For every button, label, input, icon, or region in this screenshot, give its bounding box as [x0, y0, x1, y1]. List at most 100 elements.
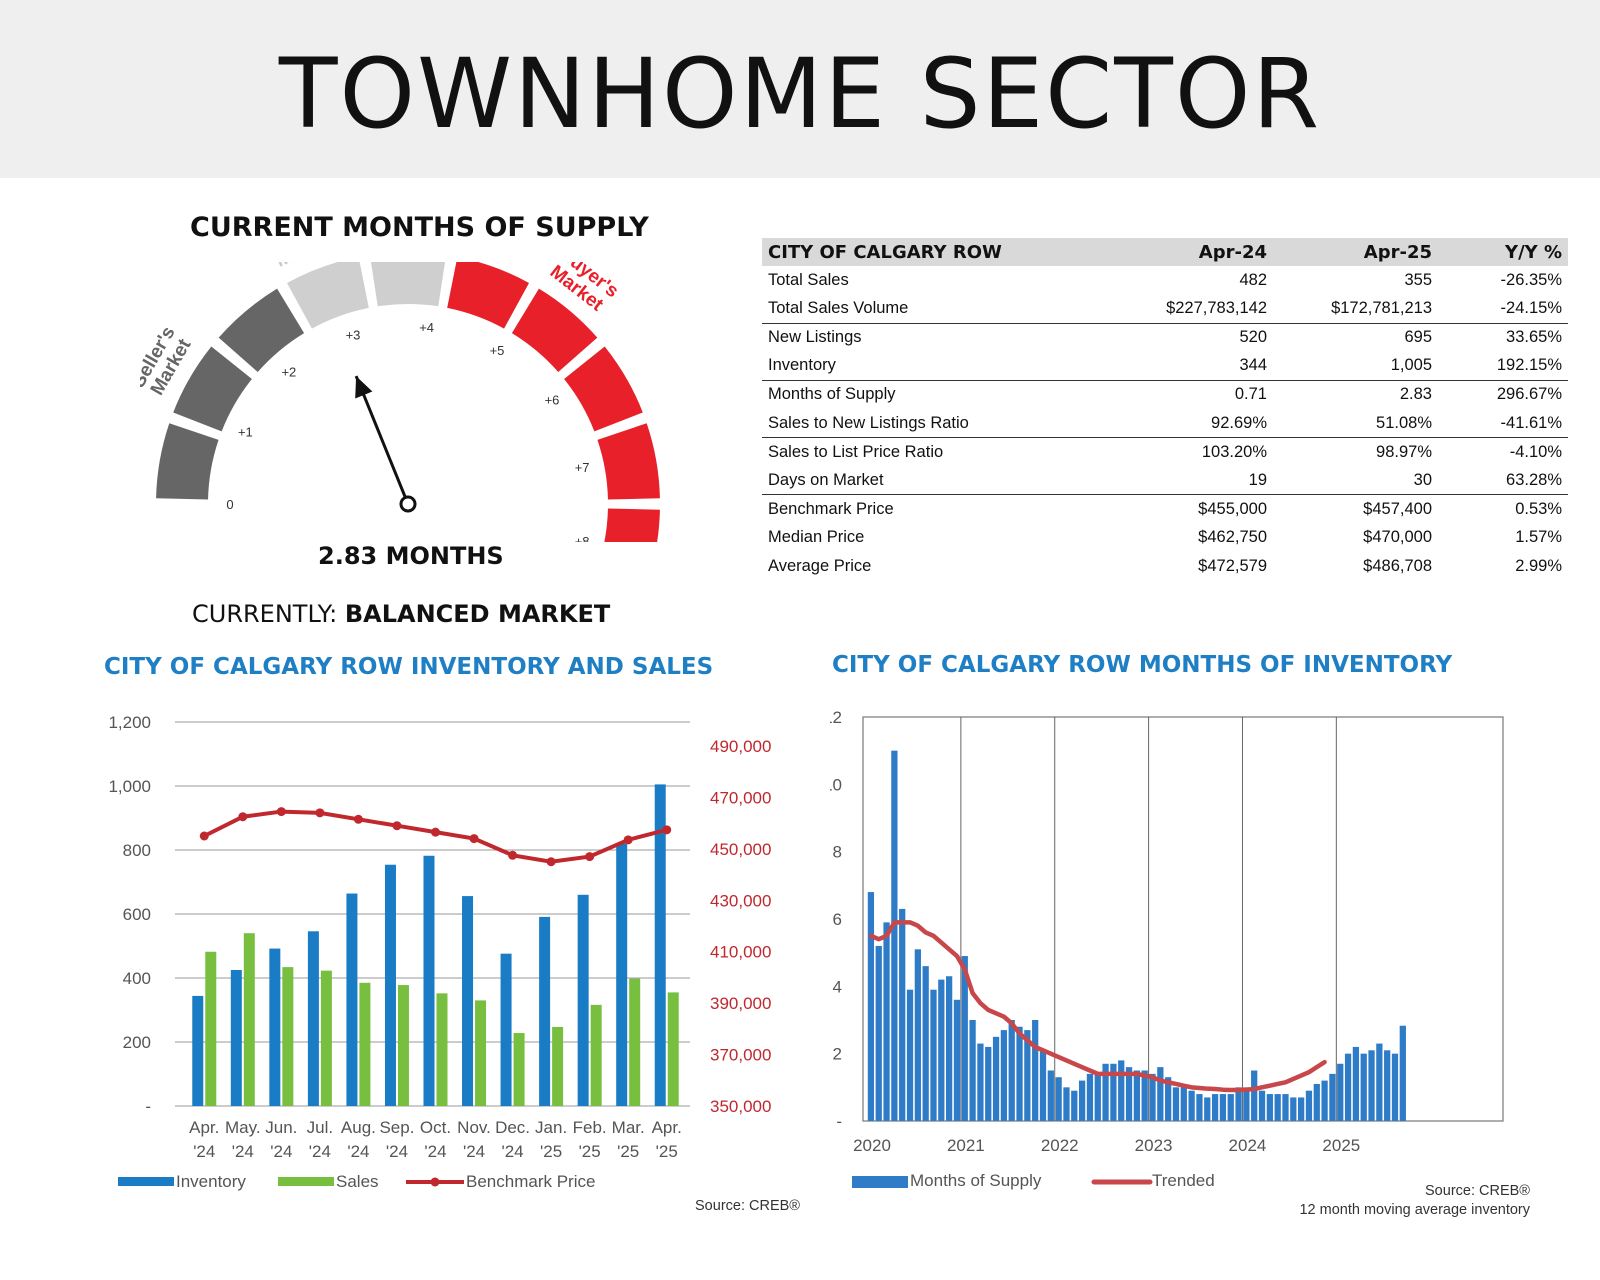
gauge-segment — [564, 346, 643, 432]
months-of-supply-bar — [1282, 1094, 1289, 1121]
months-of-inventory-chart-title: CITY OF CALGARY ROW MONTHS OF INVENTORY — [832, 652, 1453, 678]
months-of-supply-bar — [1321, 1080, 1328, 1121]
x-tick-label-year: '24 — [463, 1142, 485, 1161]
months-of-supply-bar — [1204, 1097, 1211, 1121]
months-of-supply-bar — [1266, 1094, 1273, 1121]
x-tick-label-year: '24 — [424, 1142, 446, 1161]
sales-bar — [629, 978, 641, 1106]
months-of-supply-bar — [1149, 1073, 1156, 1121]
months-of-supply-bar — [1024, 1030, 1031, 1121]
sales-bar — [359, 982, 371, 1106]
stats-row: Inventory 344 1,005 192.15% — [762, 351, 1568, 381]
benchmark-price-point — [392, 821, 402, 831]
y-tick-label: 6 — [833, 910, 842, 929]
legend-sales-label: Sales — [336, 1172, 379, 1191]
x-tick-label-year: '24 — [386, 1142, 408, 1161]
x-tick-label: 2024 — [1229, 1136, 1267, 1155]
x-tick-label: 2020 — [853, 1136, 891, 1155]
months-of-supply-bar — [1337, 1063, 1344, 1121]
y-right-tick-label: 470,000 — [710, 788, 771, 807]
stats-table: CITY OF CALGARY ROW Apr-24 Apr-25 Y/Y % … — [762, 238, 1568, 581]
stats-row-label: Sales to New Listings Ratio — [762, 408, 1123, 439]
benchmark-price-point — [276, 807, 286, 817]
stats-cell: 92.69% — [1123, 408, 1273, 439]
gauge-tick-label: +8 — [575, 534, 590, 542]
y-right-tick-label: 430,000 — [710, 891, 771, 910]
stats-row-label: Inventory — [762, 351, 1123, 381]
stats-row-label: Total Sales — [768, 270, 849, 289]
legend-sales-swatch — [278, 1177, 334, 1186]
inventory-sales-chart: - 200 400 600 800 1,000 1,200 350,000 370,000 390… — [108, 713, 771, 1191]
inventory-bar — [577, 894, 589, 1106]
months-of-supply-bar — [930, 989, 937, 1121]
x-tick-label-year: '24 — [501, 1142, 523, 1161]
benchmark-price-point — [585, 852, 595, 862]
stats-header-label: CITY OF CALGARY ROW — [762, 238, 1123, 266]
stats-cell: 355 — [1404, 270, 1432, 289]
gauge-tick-label: 0 — [226, 497, 233, 512]
inventory-bar — [269, 948, 281, 1106]
legend-months-swatch — [852, 1176, 908, 1188]
inventory-bar — [423, 855, 435, 1106]
months-of-supply-bar — [1368, 1050, 1375, 1121]
current-market-status: CURRENTLY: BALANCED MARKET — [192, 600, 610, 628]
inventory-bar — [307, 931, 319, 1106]
months-of-supply-bar — [914, 949, 921, 1121]
y-right-tick-label: 350,000 — [710, 1097, 771, 1116]
months-of-supply-bar — [883, 922, 890, 1121]
gauge-segment — [286, 262, 369, 329]
x-tick-label-year: '24 — [232, 1142, 254, 1161]
x-tick-label-month: Sep. — [379, 1118, 414, 1137]
trended-line — [868, 920, 1327, 1093]
inventory-bar — [230, 970, 242, 1106]
months-of-supply-bar — [1180, 1087, 1187, 1121]
months-of-supply-bar — [1133, 1070, 1140, 1121]
gauge-needle — [354, 375, 410, 505]
inventory-bar — [500, 953, 512, 1106]
y-left-tick-label: 400 — [123, 969, 151, 988]
months-of-supply-bar — [1290, 1097, 1297, 1121]
y-right-tick-label: 410,000 — [710, 943, 771, 962]
stats-header-apr24: Apr-24 — [1123, 238, 1273, 266]
current-market-prefix: CURRENTLY: — [192, 600, 338, 628]
x-tick-label-month: Jun. — [265, 1118, 297, 1137]
y-tick-label: 8 — [833, 843, 842, 862]
y-right-tick-label: 370,000 — [710, 1046, 771, 1065]
gauge-segment — [604, 508, 660, 542]
stats-cell: 98.97% — [1376, 442, 1432, 461]
inventory-bar — [462, 896, 474, 1106]
months-of-supply-bar — [1063, 1087, 1070, 1121]
months-of-supply-bar — [867, 892, 875, 1121]
gauge-tick-label: +2 — [281, 365, 296, 380]
sales-bar — [282, 967, 294, 1106]
months-of-supply-bar — [1094, 1073, 1101, 1121]
months-of-supply-bar — [1188, 1090, 1195, 1121]
benchmark-price-point — [315, 808, 325, 818]
months-of-supply-bar — [1376, 1043, 1383, 1121]
x-tick-label-month: Oct. — [420, 1118, 451, 1137]
inventory-bar — [616, 843, 628, 1106]
x-tick-label-month: Feb. — [573, 1118, 607, 1137]
stats-row-label: Days on Market — [762, 466, 1123, 496]
months-of-supply-bar — [992, 1036, 1000, 1121]
x-tick-label-month: Nov. — [457, 1118, 491, 1137]
stats-cell: -4.10% — [1509, 442, 1562, 461]
gauge-tick-label: +7 — [575, 460, 590, 475]
months-of-supply-bar — [1032, 1020, 1039, 1121]
stats-row: Months of Supply 0.71 2.83 296.67% — [762, 380, 1568, 409]
benchmark-price-point — [238, 812, 248, 822]
benchmark-price-point — [199, 831, 209, 841]
inventory-bar — [539, 916, 551, 1106]
x-tick-label: 2022 — [1041, 1136, 1079, 1155]
stats-cell: -26.35% — [1500, 270, 1562, 289]
y-tick-label: 10 — [830, 775, 842, 794]
chart2-note: 12 month moving average inventory — [1299, 1202, 1530, 1218]
x-tick-label-month: Jan. — [535, 1118, 567, 1137]
months-of-supply-bar — [1329, 1073, 1336, 1121]
months-of-supply-bar — [977, 1043, 984, 1121]
y-left-tick-label: 200 — [123, 1033, 151, 1052]
months-of-supply-bar — [1251, 1070, 1258, 1121]
months-of-supply-bar — [875, 945, 882, 1121]
legend-inventory-swatch — [118, 1177, 174, 1186]
gauge-tick-label: +5 — [490, 343, 505, 358]
